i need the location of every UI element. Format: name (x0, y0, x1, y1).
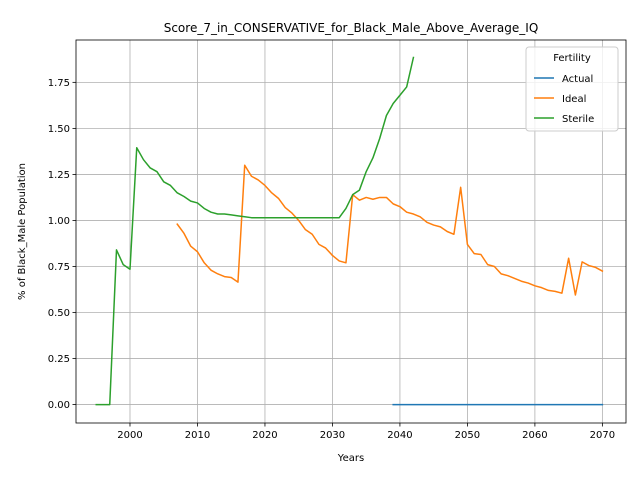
x-tick-label: 2040 (387, 430, 412, 441)
x-axis-label: Years (337, 453, 364, 464)
series-line-sterile (95, 56, 415, 406)
x-tick-label: 2000 (117, 430, 142, 441)
y-tick-label: 1.75 (48, 78, 70, 89)
y-tick-label: 1.00 (48, 216, 70, 227)
plot-area-frame (75, 39, 627, 424)
legend-label-actual: Actual (562, 74, 593, 85)
x-tick-label: 2060 (522, 430, 547, 441)
x-tick-label: 2070 (590, 430, 615, 441)
y-tick-label: 0.00 (48, 400, 70, 411)
legend-label-sterile: Sterile (562, 114, 594, 125)
chart-title: Score_7_in_CONSERVATIVE_for_Black_Male_A… (164, 21, 539, 35)
series-lines (95, 56, 604, 406)
axis-ticks: 2000 2010 2020 2030 2040 2050 2060 2070 0.00 0.25… (48, 78, 615, 441)
y-tick-label: 0.75 (48, 262, 70, 273)
legend-label-ideal: Ideal (562, 94, 586, 105)
x-tick-label: 2010 (185, 430, 210, 441)
y-tick-label: 1.25 (48, 170, 70, 181)
legend-box (525, 46, 619, 132)
x-tick-label: 2050 (455, 430, 480, 441)
y-tick-label: 1.50 (48, 124, 70, 135)
legend: Fertility Actual Ideal Sterile (525, 46, 619, 132)
y-tick-label: 0.50 (48, 308, 70, 319)
series-line-ideal (176, 164, 604, 296)
y-axis-label: % of Black_Male Population (17, 163, 28, 300)
y-tick-label: 0.25 (48, 354, 70, 365)
x-tick-label: 2030 (320, 430, 345, 441)
x-tick-label: 2020 (252, 430, 277, 441)
legend-title: Fertility (553, 53, 591, 64)
